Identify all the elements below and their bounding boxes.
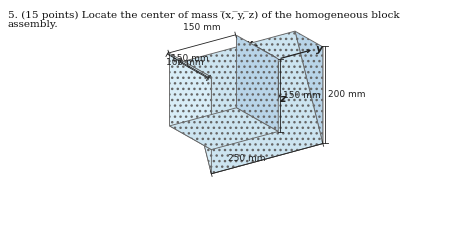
- Polygon shape: [237, 35, 278, 131]
- Text: 100 mm: 100 mm: [166, 58, 203, 67]
- Polygon shape: [211, 47, 323, 174]
- Text: assembly.: assembly.: [8, 20, 58, 29]
- Polygon shape: [183, 61, 211, 174]
- Polygon shape: [170, 53, 211, 150]
- Text: z: z: [279, 94, 286, 104]
- Polygon shape: [295, 31, 323, 143]
- Text: 5. (15 points) Locate the center of mass (̅x, ̅y, ̅z) of the homogeneous block: 5. (15 points) Locate the center of mass…: [8, 11, 400, 20]
- Text: y: y: [316, 44, 323, 54]
- Text: 250 mm: 250 mm: [228, 154, 265, 163]
- Text: 150 mm: 150 mm: [283, 91, 321, 100]
- Polygon shape: [170, 108, 278, 150]
- Text: 200 mm: 200 mm: [328, 90, 365, 99]
- Text: 150 mm: 150 mm: [183, 23, 221, 32]
- Text: x: x: [246, 39, 253, 50]
- Text: 150 mm: 150 mm: [171, 54, 209, 63]
- Polygon shape: [183, 31, 323, 174]
